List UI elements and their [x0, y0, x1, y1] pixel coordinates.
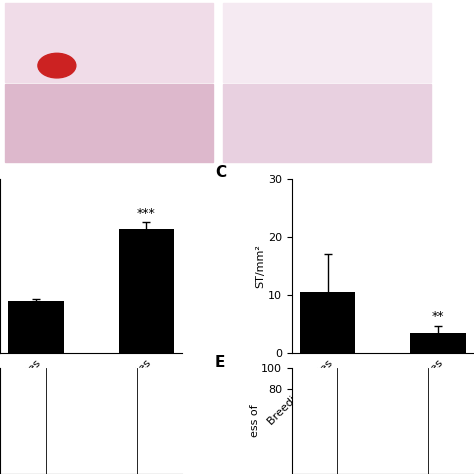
Text: E: E	[215, 356, 226, 371]
Bar	[223, 3, 431, 82]
Text: C: C	[215, 165, 226, 180]
Ellipse shape	[38, 53, 76, 78]
Bar	[119, 229, 174, 354]
Y-axis label: ST/mm²: ST/mm²	[255, 244, 265, 288]
Bar	[223, 83, 431, 163]
Text: **: **	[432, 310, 444, 323]
Y-axis label: ess of: ess of	[250, 405, 260, 438]
Bar	[5, 3, 213, 82]
Bar	[300, 292, 355, 354]
Bar	[8, 301, 64, 354]
Text: ***: ***	[137, 207, 156, 219]
Bar	[5, 83, 213, 163]
Bar	[410, 333, 466, 354]
